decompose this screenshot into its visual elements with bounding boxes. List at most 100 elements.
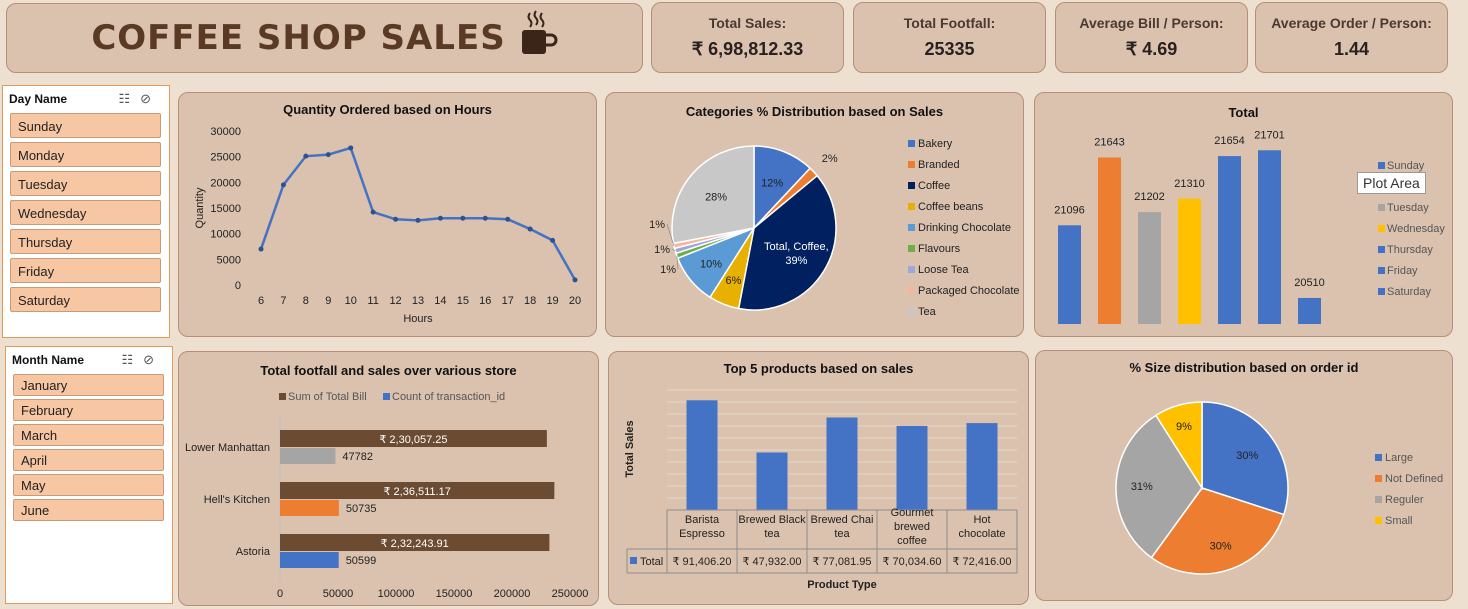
slicer-item-saturday[interactable]: Saturday	[10, 287, 161, 312]
data-label: 21310	[1174, 178, 1205, 190]
data-label: 50599	[346, 555, 377, 567]
legend-swatch	[908, 161, 915, 168]
stores-chart-panel: Total footfall and sales over various st…	[178, 351, 599, 606]
multi-select-icon[interactable]: ☷	[121, 352, 144, 367]
bar	[1098, 157, 1121, 324]
data-point	[258, 246, 264, 252]
data-label: 1%	[654, 244, 670, 256]
pie-slice	[1201, 401, 1289, 516]
bar	[686, 400, 718, 510]
table-value: ₹ 77,081.95	[813, 556, 872, 568]
bar	[280, 500, 339, 516]
slicer-item-tuesday[interactable]: Tuesday	[10, 171, 161, 196]
category-label: tea	[834, 528, 850, 540]
table-value: ₹ 70,034.60	[883, 556, 942, 568]
slicer-item-april[interactable]: April	[13, 449, 164, 471]
kpi-label: Average Bill / Person:	[1079, 15, 1224, 31]
legend-label: Tuesday	[1387, 202, 1429, 214]
x-tick-label: 250000	[552, 588, 589, 600]
day-total-bar-chart: 21096 21643 21202 21310 21654 21701 20510 Sunda…	[1054, 129, 1445, 324]
slicer-item-march[interactable]: March	[13, 424, 164, 446]
data-label: ₹ 2,36,511.17	[383, 486, 450, 498]
category-label: tea	[764, 528, 780, 540]
legend-label: Wednesday	[1387, 223, 1445, 235]
table-row-label: Total	[640, 556, 663, 568]
slicer-item-may[interactable]: May	[13, 474, 164, 496]
data-label: 50735	[346, 503, 377, 515]
legend-swatch	[1378, 288, 1385, 295]
bar	[1218, 156, 1241, 324]
coffee-cup-icon	[518, 9, 558, 61]
kpi-total-footfall: Total Footfall: 25335	[853, 2, 1046, 73]
bar	[896, 425, 928, 510]
legend-swatch	[1378, 204, 1385, 211]
data-point	[280, 182, 286, 188]
legend-swatch	[908, 140, 915, 147]
x-tick-label: 12	[389, 295, 401, 307]
bar	[280, 534, 550, 551]
data-label: 21096	[1054, 204, 1085, 216]
products-bar-chart: Total Sales Barista Espresso ₹ 91,406.20 Bre…	[624, 389, 1018, 591]
data-label: 10%	[700, 259, 722, 271]
data-label: 1%	[660, 264, 676, 276]
x-tick-label: 19	[546, 295, 558, 307]
slicer-item-monday[interactable]: Monday	[10, 142, 161, 167]
slicer-item-thursday[interactable]: Thursday	[10, 229, 161, 254]
data-label: 9%	[1176, 421, 1192, 433]
data-label: ₹ 2,30,057.25	[379, 434, 447, 446]
legend-swatch	[383, 393, 390, 400]
slicer-item-wednesday[interactable]: Wednesday	[10, 200, 161, 225]
data-point	[550, 237, 556, 243]
x-tick-label: 11	[367, 295, 378, 307]
data-point	[437, 215, 443, 221]
leader-line	[676, 255, 679, 270]
chart-title: Quantity Ordered based on Hours	[283, 102, 492, 117]
bar	[280, 430, 547, 447]
y-tick-label: 0	[235, 280, 241, 292]
chart-title: Top 5 products based on sales	[723, 361, 914, 376]
chart-title: % Size distribution based on order id	[1129, 360, 1359, 375]
x-tick-label: 13	[412, 295, 424, 307]
data-label: 30%	[1210, 540, 1232, 552]
day-slicer: Day Name ☷⊘ Sunday Monday Tuesday Wednes…	[2, 85, 170, 338]
y-tick-label: 25000	[210, 152, 241, 164]
slicer-item-sunday[interactable]: Sunday	[10, 113, 161, 138]
legend-swatch	[1378, 267, 1385, 274]
x-tick-label: 6	[258, 295, 264, 307]
x-tick-label: 150000	[436, 588, 473, 600]
month-slicer: Month Name ☷⊘ January February March Apr…	[5, 346, 173, 604]
pie-slice	[1115, 414, 1203, 559]
data-label: 28%	[705, 192, 727, 204]
slicer-item-june[interactable]: June	[13, 499, 164, 521]
x-tick-label: 10	[345, 295, 357, 307]
slicer-item-friday[interactable]: Friday	[10, 258, 161, 283]
bar	[1178, 198, 1201, 324]
multi-select-icon[interactable]: ☷	[118, 91, 141, 106]
data-label: 21643	[1094, 136, 1125, 148]
slicer-item-january[interactable]: January	[13, 374, 164, 396]
data-point	[370, 209, 376, 215]
legend-swatch	[1375, 517, 1382, 524]
clear-filter-icon[interactable]: ⊘	[143, 352, 164, 367]
x-tick-label: 14	[434, 295, 446, 307]
data-label: 21654	[1214, 135, 1245, 147]
leader-line	[666, 223, 675, 246]
bar	[826, 417, 858, 510]
data-label: 12%	[761, 177, 783, 189]
kpi-total-sales: Total Sales: ₹ 6,98,812.33	[651, 2, 844, 73]
legend-label: Bakery	[918, 138, 953, 150]
data-point	[415, 217, 421, 223]
x-tick-label: 200000	[494, 588, 531, 600]
y-tick-label: 15000	[210, 203, 241, 215]
y-tick-label: 5000	[217, 254, 241, 266]
x-tick-label: 100000	[378, 588, 415, 600]
day-total-chart-panel: Total 21096 21643 21202 21310 21654 21701 2051…	[1034, 92, 1453, 337]
legend-swatch	[908, 224, 915, 231]
legend-label: Not Defined	[1385, 473, 1443, 485]
clear-filter-icon[interactable]: ⊘	[140, 91, 161, 106]
table-value: ₹ 91,406.20	[673, 556, 732, 568]
category-label: Hell's Kitchen	[204, 494, 270, 506]
chart-title: Total footfall and sales over various st…	[260, 363, 517, 378]
slicer-item-february[interactable]: February	[13, 399, 164, 421]
kpi-average-order: Average Order / Person: 1.44	[1255, 2, 1448, 73]
